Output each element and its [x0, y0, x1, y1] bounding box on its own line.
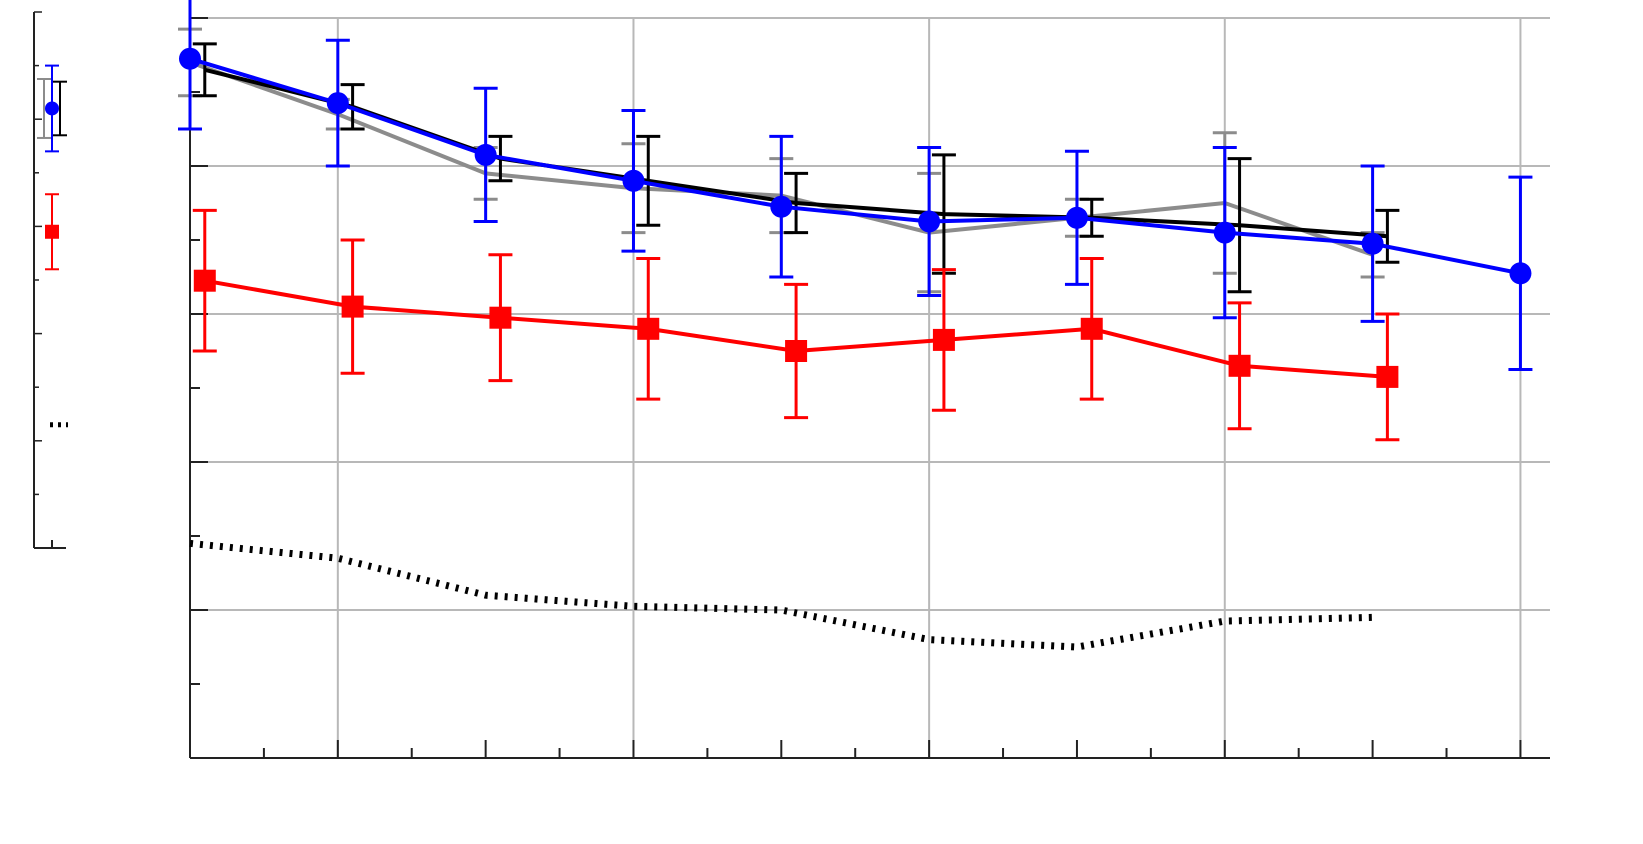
series-line-blue [189, 56, 1521, 276]
data-point-red [1080, 317, 1103, 340]
data-point-blue [1361, 232, 1384, 255]
data-point-red [637, 317, 660, 340]
data-point-red [1376, 365, 1399, 388]
data-point-blue [1509, 262, 1532, 285]
data-point-blue [622, 169, 645, 192]
data-point-blue [1065, 206, 1088, 229]
series-line-dotted_black [189, 539, 1373, 651]
data-point-blue [474, 143, 497, 166]
inset-panel [33, 11, 68, 549]
inset-data-point-blue_circle [45, 101, 59, 116]
data-point-blue [918, 210, 941, 233]
data-point-blue [1213, 221, 1236, 244]
data-point-red [193, 269, 216, 292]
data-point-red [341, 295, 364, 318]
data-point-red [932, 328, 955, 351]
data-point-red [785, 340, 808, 362]
inset-data-point-red_square [45, 224, 59, 239]
data-point-blue [179, 47, 201, 70]
main-panel [178, 0, 1550, 759]
data-point-red [489, 306, 512, 329]
data-point-red [1228, 354, 1251, 377]
data-point-blue [770, 195, 793, 218]
data-point-blue [326, 92, 349, 115]
